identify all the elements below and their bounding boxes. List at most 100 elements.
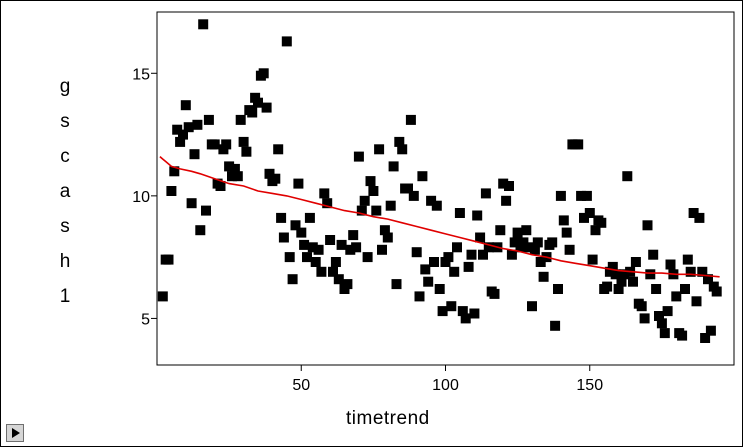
x-tick-label: 150 [576,377,603,394]
data-point [619,269,630,280]
data-point [437,306,448,317]
data-point [420,264,431,275]
data-point [524,242,535,253]
y-axis-label-char: g [59,76,71,97]
data-point [426,195,437,206]
data-point [180,100,191,111]
data-point [183,122,194,133]
data-point [203,114,214,125]
data-point [691,296,702,307]
play-button[interactable] [6,424,24,442]
data-point [356,205,367,216]
data-point [224,161,235,172]
data-point [238,136,249,147]
data-point [333,274,344,285]
data-point [322,198,333,209]
data-point [529,244,540,255]
y-tick-label: 5 [141,311,150,328]
data-point [281,36,292,47]
data-point [293,178,304,189]
y-axis-label-char: h [59,251,71,272]
data-point [509,237,520,248]
data-point [362,252,373,263]
data-point [348,230,359,241]
data-point [607,261,618,272]
data-point [411,247,422,258]
data-point [495,225,506,236]
data-point [359,195,370,206]
y-axis-label-char: 1 [59,286,71,307]
data-point [703,274,713,285]
data-point [622,171,633,182]
x-tick-label: 50 [292,377,310,394]
data-point [336,239,347,250]
data-point [700,333,711,343]
data-point [253,97,263,108]
data-point [264,168,275,179]
data-point [313,244,324,255]
data-point [342,279,353,290]
data-point [201,205,211,216]
data-point [483,242,494,253]
data-point [377,244,387,255]
y-axis-label-char: a [59,181,71,202]
data-point [276,212,287,223]
data-point [610,269,621,280]
data-point [535,257,546,267]
data-point [564,244,575,255]
data-point [547,237,558,248]
data-point [414,291,425,302]
data-point [178,129,188,140]
data-point [345,244,356,255]
data-point [602,281,613,292]
data-point [613,284,624,294]
data-point [328,266,338,277]
data-point [558,215,569,226]
data-point [290,220,301,231]
data-point [307,242,318,253]
data-point [232,171,243,182]
data-point [209,139,220,150]
data-point [351,242,362,253]
data-point [576,190,587,201]
data-point [590,225,601,236]
y-axis-label-char: s [60,216,70,237]
data-point [682,254,693,265]
data-point [417,171,428,182]
data-point [403,183,413,194]
data-point [521,225,532,236]
data-point [247,107,258,118]
data-point [319,188,330,199]
data-point [273,144,284,155]
x-axis-ticks: 50 100 150 [292,365,603,394]
data-point [388,161,399,172]
data-point [457,306,468,317]
data-point [365,176,376,187]
data-point [310,257,321,267]
data-point [186,198,197,209]
data-point [561,227,572,238]
data-point [195,225,206,236]
data-point [261,102,272,113]
data-point [221,139,232,150]
data-point [408,190,419,201]
data-point [198,19,209,30]
data-point [278,232,289,243]
y-axis-label-char: s [60,111,70,132]
data-point [229,163,240,174]
data-point [227,171,237,182]
data-point [423,276,434,287]
data-point [538,271,549,282]
data-point [460,313,471,324]
data-point [671,291,682,302]
data-point [284,252,295,263]
data-point [478,249,488,260]
data-point [374,144,385,155]
data-point [304,212,315,223]
data-point [636,301,647,312]
data-point [368,186,379,196]
data-point [581,190,592,201]
data-point [596,217,607,228]
data-point [654,311,664,321]
data-point [555,190,566,201]
